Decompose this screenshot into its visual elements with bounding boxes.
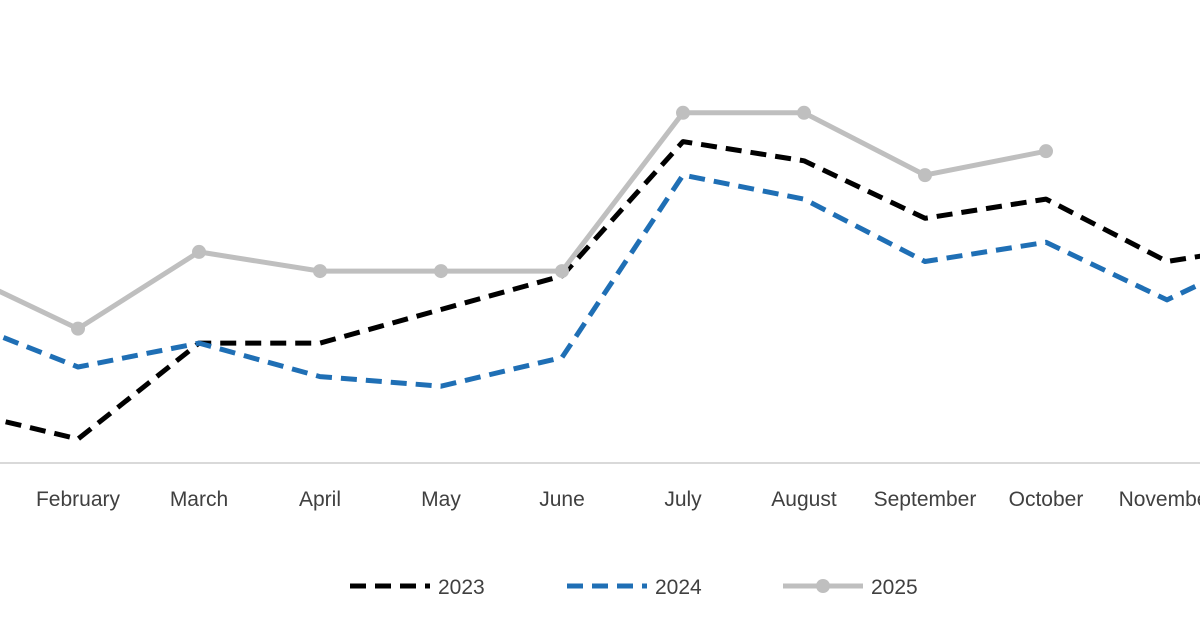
- x-tick-june: June: [539, 488, 585, 511]
- data-point-2025-march: [192, 244, 206, 259]
- data-point-2025-july: [676, 105, 690, 120]
- series-line-2024: [0, 172, 1200, 389]
- series-line-2023: [0, 139, 1200, 442]
- legend-label-2024: 2024: [655, 576, 702, 599]
- x-axis-tick-labels: JanuaryFebruaryMarchAprilMayJuneJulyAugu…: [36, 488, 1200, 511]
- x-tick-april: April: [299, 488, 341, 511]
- x-tick-may: May: [421, 488, 461, 511]
- series-line-2025: [0, 110, 1047, 332]
- x-tick-august: August: [771, 488, 837, 511]
- x-tick-july: July: [664, 488, 702, 511]
- x-tick-february: February: [36, 488, 121, 511]
- legend-label-2025: 2025: [871, 576, 918, 599]
- data-point-2025-february: [71, 321, 85, 336]
- data-point-2025-june: [555, 264, 569, 279]
- data-point-2025-august: [797, 105, 811, 120]
- x-tick-november: November: [1119, 488, 1200, 511]
- data-point-2025-october: [1039, 144, 1053, 159]
- x-tick-september: September: [874, 488, 977, 511]
- x-tick-march: March: [170, 488, 228, 511]
- legend-label-2023: 2023: [438, 576, 485, 599]
- plot-area: [0, 105, 1200, 442]
- data-point-2025-april: [313, 264, 327, 279]
- data-point-2025-september: [918, 168, 932, 183]
- x-tick-october: October: [1009, 488, 1084, 511]
- data-point-2025-may: [434, 264, 448, 279]
- legend-marker-2025: [816, 579, 830, 593]
- chart-legend: 2023 2024 2025: [350, 576, 918, 599]
